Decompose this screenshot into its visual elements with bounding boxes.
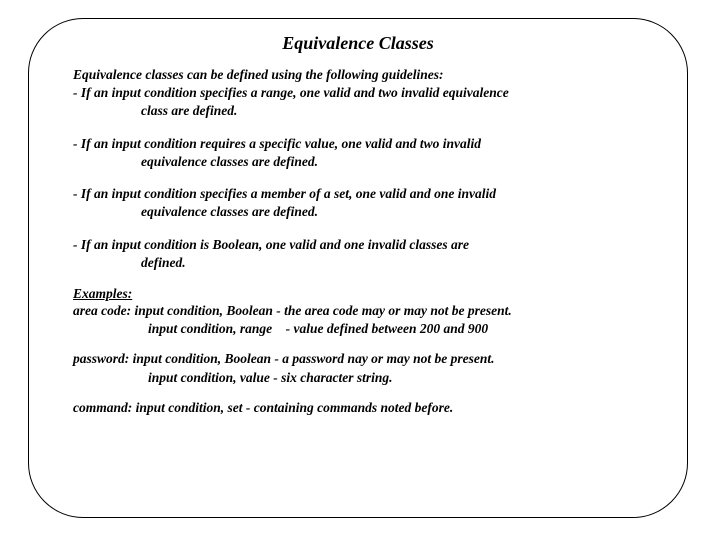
bullet-2: - If an input condition requires a speci… [73,135,643,153]
bullet-4: - If an input condition is Boolean, one … [73,236,643,254]
bullet-2-cont: equivalence classes are defined. [73,153,643,171]
bullet-3-cont: equivalence classes are defined. [73,203,643,221]
example-3: command: input condition, set - containi… [73,399,643,417]
example-2-cont: input condition, value - six character s… [73,369,643,387]
example-2: password: input condition, Boolean - a p… [73,350,643,368]
slide-title: Equivalence Classes [73,33,643,54]
examples-label: Examples: [73,286,643,302]
bullet-1-cont: class are defined. [73,102,643,120]
slide-frame: Equivalence Classes Equivalence classes … [28,18,688,518]
bullet-4-cont: defined. [73,254,643,272]
example-1: area code: input condition, Boolean - th… [73,302,643,320]
intro-text: Equivalence classes can be defined using… [73,66,643,84]
bullet-1: - If an input condition specifies a rang… [73,84,643,102]
bullet-3: - If an input condition specifies a memb… [73,185,643,203]
example-1-cont: input condition, range - value defined b… [73,320,643,338]
